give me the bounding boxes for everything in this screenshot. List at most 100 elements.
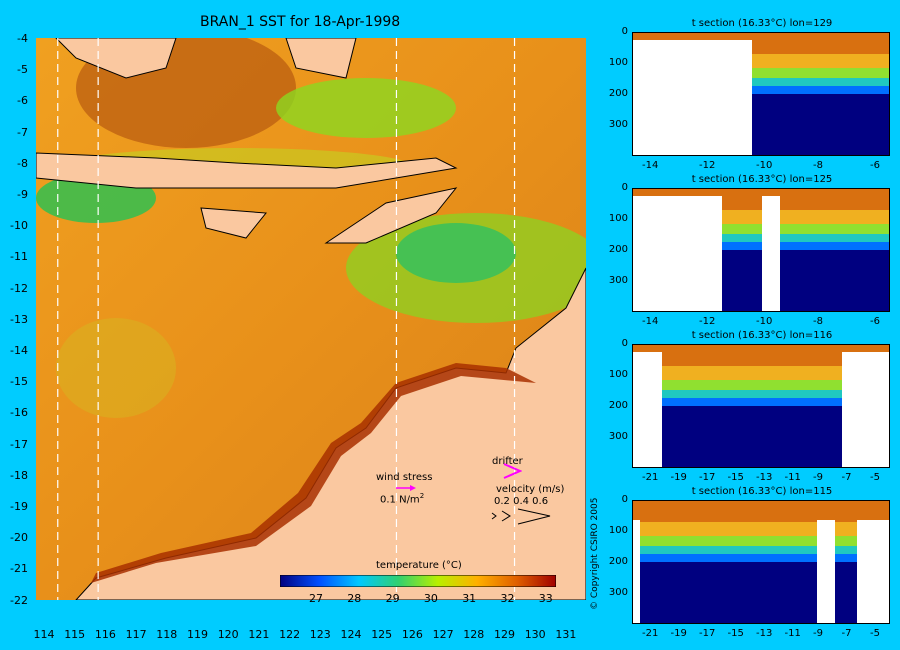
section-temperature-band [632,86,890,94]
section-lat-tick: -21 [642,628,659,639]
section-frame [632,32,890,156]
cool-band [396,223,516,283]
section-lat-tick: -6 [870,316,880,327]
colorbar-tick-label: 27 [309,592,323,605]
section-lat-tick: -15 [727,472,744,483]
lon-tick-label: 124 [340,628,362,641]
section-land-mask [632,520,640,624]
drifter-label: drifter [492,456,523,467]
section-temperature-band [632,554,890,562]
lat-tick-label: -7 [17,125,28,139]
lat-tick-label: -15 [10,375,28,389]
lat-tick-label: -12 [10,281,28,295]
section-depth-tick: 100 [608,57,628,68]
section-depth-tick: 100 [608,213,628,224]
island [200,207,267,239]
section-frame [632,188,890,312]
lat-tick-label: -6 [17,94,28,108]
lat-tick-label: -14 [10,344,28,357]
lat-tick-label: -8 [17,156,28,170]
section-depth-tick: 100 [608,369,628,380]
section-temperature-band [632,398,890,406]
lon-tick-label: 125 [371,628,393,641]
lon-tick-label: 119 [187,628,208,641]
section-temperature-band [632,78,890,86]
section-temperature-band [632,500,890,522]
lon-tick-label: 115 [64,628,86,641]
section-title: t section (16.33°C) lon=115 [691,486,833,497]
lat-tick-label: -19 [10,500,28,513]
section-lat-tick: -5 [870,628,880,639]
lat-tick-label: -16 [10,406,28,420]
colorbar-tick-label: 32 [500,592,515,605]
section-depth-tick: 300 [608,587,628,598]
timor-island [324,187,458,244]
lat-tick-label: -17 [10,437,28,451]
lat-tick-label: -21 [10,562,28,576]
lon-tick-label: 117 [125,628,147,641]
section-lat-tick: -17 [699,628,716,639]
section-lat-tick: -7 [841,472,852,483]
island-chain [36,152,458,189]
sst-map [36,38,586,600]
colorbar-title: temperature (°C) [376,560,462,571]
section-land-mask [762,196,780,312]
section-depth-tick: 200 [608,556,628,567]
lat-tick-label: -20 [10,531,28,545]
lat-tick-label: -4 [17,32,28,45]
section-depth-tick: 0 [621,338,628,349]
section-lat-tick: -7 [841,628,852,639]
section-land-mask [632,40,752,156]
section-land-mask [632,196,722,312]
section-plot [632,188,890,312]
section-lat-tick: -11 [784,628,801,639]
section-depth-tick: 300 [608,431,628,442]
wind-arrow-icon [396,485,416,491]
section-temperature-band [632,522,890,536]
section-lat-tick: -12 [699,316,716,327]
section-depth-tick: 200 [608,88,628,99]
section-depth-tick: 300 [608,275,628,286]
section-lat-tick: -9 [813,628,823,639]
section-land-mask [632,352,662,468]
island [55,38,177,79]
wind-stress-label: wind stress [376,472,433,483]
section-temperature-band [632,390,890,398]
lon-tick-label: 126 [401,628,423,641]
lat-tick-label: -18 [10,468,28,482]
section-land-mask [857,520,890,624]
section-lat-tick: -5 [870,472,880,483]
colorbar-tick-label: 33 [538,592,553,605]
lon-tick-label: 116 [94,628,116,641]
section-depth-tick: 0 [621,182,628,193]
section-temperature-band [632,224,890,234]
coastal-warm-band [91,363,536,583]
section-depth-tick: 100 [608,525,628,536]
lon-tick-label: 120 [217,628,239,641]
wind-stress-value: 0.1 N/m2 [380,492,425,506]
section-lat-tick: -8 [813,160,823,171]
section-land-mask [817,520,835,624]
section-temperature-band [632,546,890,554]
section-lat-tick: -19 [670,472,687,483]
section-depth-tick: 200 [608,244,628,255]
lat-tick-label: -13 [10,312,28,326]
section-title: t section (16.33°C) lon=125 [691,174,833,185]
section-lat-tick: -15 [727,628,744,639]
colorbar-tick-label: 29 [385,592,400,605]
section-lat-tick: -19 [670,628,687,639]
section-lat-tick: -13 [756,472,773,483]
lon-tick-label: 114 [33,628,55,641]
velocity-values: 0.2 0.4 0.6 [494,496,549,507]
map-title: BRAN_1 SST for 18-Apr-1998 [200,14,401,30]
colorbar-tick-label: 31 [462,592,477,605]
lon-tick-label: 118 [156,628,178,641]
section-lat-tick: -14 [642,316,659,327]
section-temperature-band [632,234,890,242]
section-temperature-band [632,68,890,78]
drifter-icon [503,463,522,479]
lat-tick-label: -11 [10,250,28,264]
lat-tick-label: -9 [17,188,28,201]
section-lat-tick: -8 [813,316,823,327]
section-plot [632,32,890,156]
